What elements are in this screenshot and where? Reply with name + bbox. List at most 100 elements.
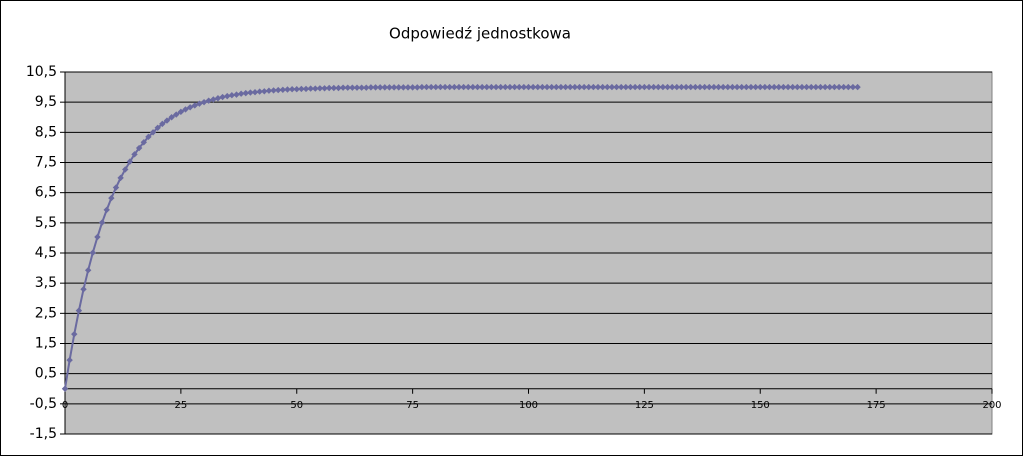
data-marker [168,114,175,121]
data-marker [780,83,787,91]
data-marker [381,84,389,91]
data-marker [539,83,546,91]
x-tick-label: 50 [290,400,303,411]
y-tick-label: 7,5 [35,155,57,171]
data-marker [636,83,643,91]
data-marker [604,83,611,91]
data-marker [279,86,287,93]
data-marker [173,111,180,118]
data-marker [631,83,639,91]
data-marker [205,97,212,104]
data-marker [483,83,490,91]
data-marker [645,83,653,91]
data-marker [724,83,732,91]
data-marker [437,83,444,91]
data-marker [622,83,630,91]
x-tick-label: 200 [982,400,1001,411]
y-tick-label: 9,5 [35,94,57,110]
data-marker [386,84,393,91]
data-marker [455,83,463,91]
data-marker [451,83,458,91]
data-marker [404,84,412,91]
data-marker [821,83,829,91]
data-marker [562,83,569,91]
data-marker [831,83,838,91]
data-marker [349,84,356,91]
data-marker [66,356,73,364]
data-marker [154,124,161,132]
data-marker [710,83,718,91]
data-marker [131,151,138,158]
data-marker [112,184,120,191]
data-marker [492,83,500,91]
data-marker [757,83,764,91]
data-marker [529,83,537,91]
data-marker [738,83,745,91]
data-marker [251,89,259,96]
x-tick-label: 0 [62,400,68,411]
data-marker [242,89,249,97]
data-marker [682,83,690,91]
data-marker [478,83,486,91]
data-marker [650,83,657,91]
data-marker [465,83,472,91]
data-marker [390,84,398,91]
y-tick-label: 0,5 [35,366,57,382]
data-marker [497,83,504,91]
y-tick-label: -0,5 [30,396,57,412]
data-marker [618,83,625,91]
data-marker [293,85,300,93]
data-marker [307,85,314,92]
data-marker [94,233,101,241]
data-marker [770,83,778,91]
data-marker [613,83,620,91]
data-marker [228,92,236,99]
data-marker [265,87,273,94]
chart-title: Odpowiedź jednostkowa [389,25,571,43]
x-tick-label: 175 [867,400,886,411]
data-marker [687,83,694,91]
data-marker [488,83,495,91]
data-marker [803,83,810,91]
data-marker [520,83,528,91]
data-marker [344,84,351,91]
data-marker [84,266,92,274]
data-marker [61,385,69,392]
data-marker [659,83,667,91]
data-marker [126,158,134,165]
y-tick-label: 1,5 [35,336,57,352]
data-marker [140,139,147,146]
data-marker [145,133,152,141]
data-marker [325,84,333,92]
data-marker [761,83,769,91]
data-marker [599,83,606,91]
data-marker [414,84,421,91]
data-marker [108,194,115,202]
data-marker [330,84,338,92]
data-marker [400,84,407,91]
y-tick-label: -1,5 [30,426,57,442]
data-marker [233,91,240,98]
data-marker [849,83,857,91]
x-tick-label: 150 [751,400,770,411]
data-marker [511,83,518,91]
y-tick-label: 6,5 [35,185,57,201]
data-marker [641,83,648,91]
data-marker [302,85,310,93]
data-marker [261,88,268,95]
data-marker [284,86,291,93]
data-marker [696,83,704,91]
data-marker [585,83,592,91]
data-marker [784,83,792,91]
data-marker [98,219,106,226]
data-marker [474,83,481,91]
data-marker [752,83,759,91]
data-marker [395,84,402,91]
data-marker [840,83,847,91]
data-marker [353,84,361,91]
data-marker [219,93,226,101]
data-marker [655,83,662,91]
data-marker [817,83,824,91]
data-marker [312,85,319,92]
